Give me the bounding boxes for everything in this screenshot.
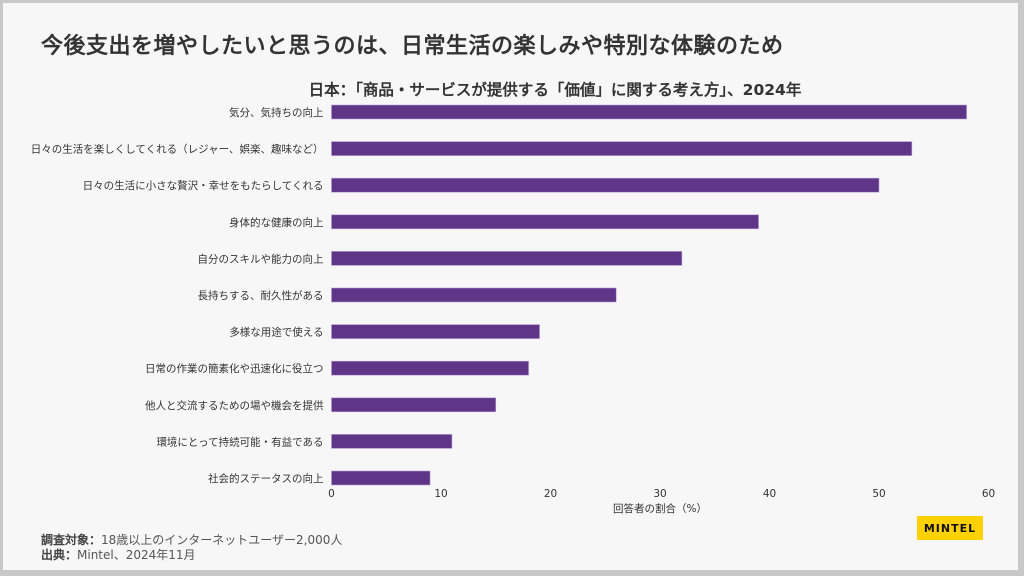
slide-frame <box>3 3 1018 570</box>
source-note: 出典：Mintel、2024年11月 <box>41 548 342 563</box>
bar <box>331 397 497 413</box>
x-tick-label: 0 <box>328 488 335 500</box>
bar <box>331 104 967 120</box>
bar <box>331 470 431 486</box>
chart-title: 日本：「商品・サービスが提供する「価値」に関する考え方」、2024年 <box>308 81 802 99</box>
category-label: 多様な用途で使える <box>229 326 323 339</box>
category-label: 気分、気持ちの向上 <box>229 106 324 119</box>
bar <box>331 251 683 266</box>
bar <box>331 434 453 449</box>
survey-note: 調査対象：18歳以上のインターネットユーザー2,000人 <box>41 533 342 548</box>
category-label: 長持ちする、耐久性がある <box>198 289 324 302</box>
bar <box>331 214 759 230</box>
page-title: 今後支出を増やしたいと思うのは、日常生活の楽しみや特別な体験のため <box>41 34 784 59</box>
x-tick-label: 60 <box>982 488 995 500</box>
survey-label: 調査対象： <box>41 533 102 547</box>
footnotes: 調査対象：18歳以上のインターネットユーザー2,000人 出典：Mintel、2… <box>41 533 342 563</box>
source-value: Mintel、2024年11月 <box>77 548 196 562</box>
x-axis-title: 回答者の割合（%） <box>613 502 707 515</box>
source-label: 出典： <box>41 548 78 562</box>
x-tick-label: 40 <box>763 488 776 500</box>
x-tick-label: 10 <box>434 488 447 500</box>
category-label: 他人と交流するための場や機会を提供 <box>145 399 324 412</box>
bar <box>331 360 529 376</box>
survey-value: 18歳以上のインターネットユーザー2,000人 <box>101 533 343 547</box>
bar <box>331 287 617 303</box>
category-label: 自分のスキルや能力の向上 <box>198 252 324 265</box>
category-label: 身体的な健康の向上 <box>229 216 324 229</box>
x-tick-label: 30 <box>653 488 666 500</box>
bar <box>331 324 540 339</box>
category-label: 日常の作業の簡素化や迅速化に役立つ <box>145 362 324 375</box>
bar <box>331 141 913 156</box>
mintel-logo: MINTEL <box>917 516 983 540</box>
category-label: 日々の生活に小さな贅沢・幸せをもたらしてくれる <box>83 179 324 192</box>
x-tick-label: 20 <box>544 488 557 500</box>
category-label: 社会的ステータスの向上 <box>208 472 324 485</box>
bar <box>331 177 880 193</box>
x-tick-label: 50 <box>872 488 885 500</box>
category-label: 環境にとって持続可能・有益である <box>156 435 323 448</box>
category-label: 日々の生活を楽しくしてくれる（レジャー、娯楽、趣味など） <box>31 143 324 156</box>
